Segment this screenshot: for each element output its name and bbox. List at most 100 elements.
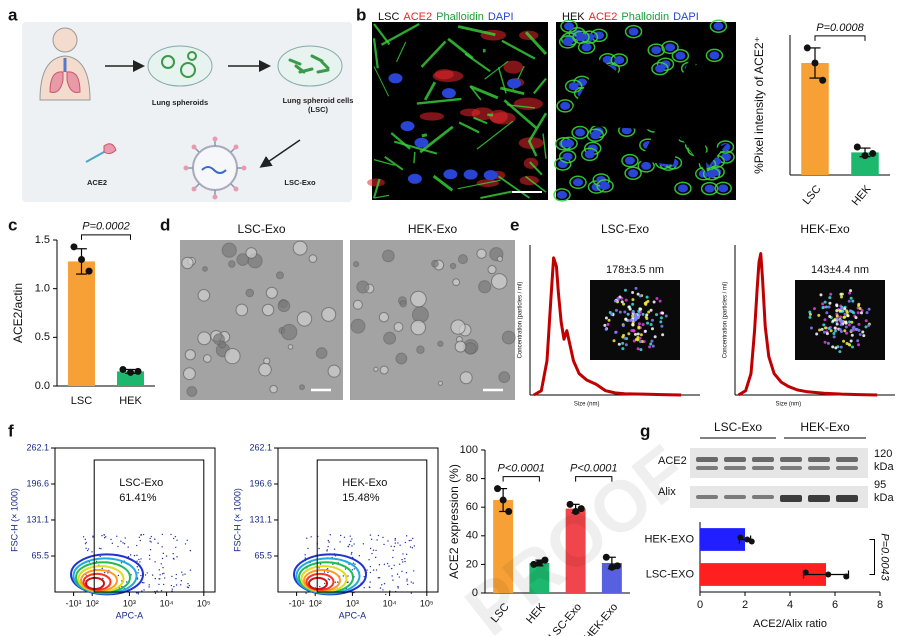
event-dot [99, 555, 101, 558]
event-dot [186, 539, 188, 542]
event-dot [161, 557, 164, 560]
event-dot [82, 536, 85, 538]
cell-outline [714, 181, 732, 196]
particle [621, 335, 625, 339]
blot-band [808, 457, 830, 462]
event-dot [120, 540, 122, 542]
event-dot [127, 556, 130, 558]
actin-fiber [527, 112, 548, 143]
event-dot [175, 573, 178, 576]
vesicle [382, 249, 395, 263]
event-dot [398, 563, 401, 565]
particle [649, 308, 653, 312]
nucleus [654, 64, 665, 73]
vesicle [202, 266, 208, 272]
event-dot [129, 554, 132, 556]
event-dot [351, 538, 353, 540]
event-dot [125, 581, 128, 583]
gate [316, 459, 428, 593]
particle [831, 345, 835, 349]
particle [844, 325, 848, 329]
nucleus [400, 121, 415, 132]
p-value: P<0.0001 [498, 463, 545, 475]
cell-outline [702, 167, 721, 181]
cell-outline [569, 175, 587, 190]
significance-bracket [502, 476, 540, 482]
vesicle [235, 303, 249, 317]
event-dot [175, 546, 177, 549]
event-dot [139, 539, 141, 542]
event-dot [307, 547, 309, 550]
event-dot [404, 541, 407, 544]
particle [848, 343, 852, 347]
data-point [505, 507, 513, 515]
actin-fiber [480, 190, 512, 199]
size-distribution [737, 252, 878, 397]
y-tick-label: 262.1 [26, 442, 49, 452]
event-dot [353, 568, 356, 570]
particle [621, 347, 625, 351]
event-dot [175, 577, 177, 580]
unit-label: kDa [874, 492, 894, 504]
event-dot [101, 534, 103, 537]
vesicle [245, 247, 258, 259]
event-dot [103, 534, 106, 536]
blot-band [836, 466, 858, 470]
bar [117, 371, 144, 386]
blot-band [780, 457, 802, 462]
y-tick-label: 262.1 [249, 442, 272, 452]
data-point [825, 571, 832, 578]
step-text: LSC-Exo [284, 178, 316, 187]
vesicle [487, 265, 497, 275]
event-dot [180, 584, 182, 586]
y-tick-label: 65.5 [254, 550, 272, 560]
event-dot [383, 583, 386, 585]
event-dot [401, 570, 403, 573]
data-point [134, 367, 142, 375]
step-text: ACE2 [86, 178, 107, 187]
event-dot [136, 544, 138, 547]
nucleus [624, 156, 635, 165]
event-dot [180, 580, 183, 582]
particle [831, 319, 835, 323]
particle [635, 316, 639, 320]
particle [616, 296, 620, 300]
actin-fiber [373, 159, 395, 166]
tem-bg [350, 240, 515, 400]
actin-fiber [527, 140, 538, 157]
actin-fiber [423, 81, 437, 101]
stain-name: ACE2 [403, 11, 432, 23]
particle [655, 313, 659, 317]
stain-name: ACE2 [589, 11, 618, 23]
event-dot [349, 535, 351, 537]
data-point [737, 534, 744, 541]
y-tick-label: 0.0 [35, 380, 50, 392]
nucleus [651, 46, 662, 55]
event-dot [332, 563, 334, 565]
event-dot [161, 533, 164, 536]
data-point [494, 485, 502, 493]
blot-strip [690, 486, 868, 508]
particle [645, 316, 649, 320]
event-dot [85, 547, 87, 550]
event-dot [85, 541, 87, 544]
event-dot [318, 547, 320, 550]
cell-name: LSC [378, 11, 399, 23]
particle [833, 329, 837, 333]
actin-fiber [503, 99, 538, 129]
event-dot [161, 546, 163, 548]
image-title: LSC-Exo [237, 222, 285, 236]
event-dot [133, 554, 136, 557]
event-dot [107, 572, 109, 574]
actin-fiber [501, 39, 536, 60]
data-point [530, 560, 538, 568]
particle [628, 307, 632, 311]
vesicle [464, 342, 477, 355]
particle [822, 323, 826, 327]
data-point [541, 556, 549, 564]
particle [604, 327, 608, 331]
y-axis-label: %Pixel intensity of ACE2⁺ [752, 36, 766, 174]
particle [614, 330, 618, 334]
event-dot [91, 551, 93, 553]
event-dot [117, 574, 120, 577]
